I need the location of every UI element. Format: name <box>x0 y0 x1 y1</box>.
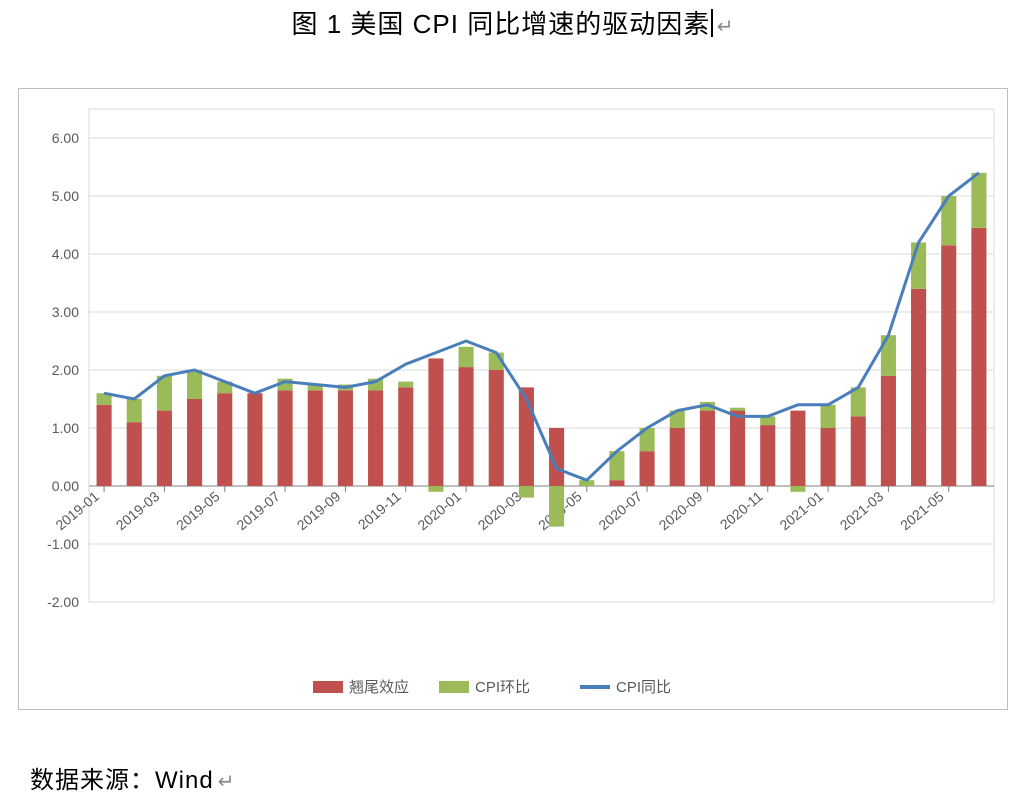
figure-title: 图 1 美国 CPI 同比增速的驱动因素 <box>292 4 711 41</box>
bar-tail <box>821 428 836 486</box>
figure-title-row: 图 1 美国 CPI 同比增速的驱动因素 ↵ <box>0 0 1025 46</box>
x-tick-label: 2020-03 <box>475 488 525 533</box>
bar-cpi_mom <box>187 370 202 399</box>
bar-tail <box>97 405 112 486</box>
x-tick-label: 2019-07 <box>233 488 283 533</box>
legend-swatch <box>439 681 469 693</box>
bar-tail <box>278 390 293 486</box>
bar-cpi_mom <box>881 335 896 376</box>
data-source: 数据来源：Wind↵ <box>30 760 235 795</box>
chart-container: -2.00 -1.00 0.00 1.00 2.00 3.00 4.00 5.00 6.00 20… <box>18 88 1008 710</box>
bar-tail <box>790 411 805 486</box>
bar-tail <box>670 428 685 486</box>
bar-cpi_mom <box>730 408 745 411</box>
x-tick-label: 2019-09 <box>294 488 344 533</box>
line-cpi-yoy <box>104 173 979 480</box>
y-tick-label: 0.00 <box>52 478 79 494</box>
legend-label: 翘尾效应 <box>349 678 409 696</box>
bar-tail <box>881 376 896 486</box>
bar-tail <box>127 422 142 486</box>
bar-tail <box>338 390 353 486</box>
legend-label: CPI环比 <box>475 679 530 696</box>
bar-cpi_mom <box>549 486 564 527</box>
y-tick-label: 5.00 <box>52 188 79 204</box>
bar-cpi_mom <box>127 399 142 422</box>
bar-tail <box>459 367 474 486</box>
x-tick-label: 2020-09 <box>656 488 706 533</box>
x-tick-label: 2021-03 <box>837 488 887 533</box>
paragraph-mark-icon: ↵ <box>218 771 236 793</box>
legend-swatch <box>313 681 343 693</box>
text-cursor <box>711 9 713 37</box>
y-tick-label: 3.00 <box>52 304 79 320</box>
bar-cpi_mom <box>971 173 986 228</box>
x-tick-label: 2020-11 <box>717 488 766 533</box>
bar-tail <box>428 358 443 486</box>
bar-cpi_mom <box>911 242 926 288</box>
legend-label: CPI同比 <box>616 679 671 696</box>
x-tick-label: 2019-01 <box>52 488 102 533</box>
paragraph-mark-icon: ↵ <box>717 14 734 39</box>
x-tick-label: 2019-05 <box>173 488 223 533</box>
bar-tail <box>187 399 202 486</box>
data-source-value: Wind <box>155 767 214 794</box>
x-tick-label: 2021-05 <box>897 488 947 533</box>
bar-cpi_mom <box>821 405 836 428</box>
legend: 翘尾效应 CPI环比 CPI同比 <box>313 678 671 696</box>
chart-svg: -2.00 -1.00 0.00 1.00 2.00 3.00 4.00 5.00 6.00 20… <box>19 89 1007 709</box>
bar-cpi_mom <box>790 486 805 492</box>
y-tick-label: 2.00 <box>52 362 79 378</box>
bar-tail <box>760 425 775 486</box>
y-tick-label: -2.00 <box>47 594 79 610</box>
bar-tail <box>609 480 624 486</box>
bar-tail <box>217 393 232 486</box>
bar-tail <box>911 289 926 486</box>
bar-tail <box>368 390 383 486</box>
data-source-label: 数据来源： <box>30 767 155 794</box>
x-tick-label: 2019-03 <box>113 488 163 533</box>
bar-tail <box>308 390 323 486</box>
y-tick-label: 6.00 <box>52 130 79 146</box>
bar-tail <box>640 451 655 486</box>
bar-tail <box>730 411 745 486</box>
page: 图 1 美国 CPI 同比增速的驱动因素 ↵ -2.00 -1.00 0.00 1.0… <box>0 0 1025 800</box>
y-tick-label: -1.00 <box>47 536 79 552</box>
x-tick-label: 2020-07 <box>595 488 645 533</box>
bar-tail <box>247 393 262 486</box>
bar-cpi_mom <box>459 347 474 367</box>
x-tick-label: 2021-01 <box>776 488 826 533</box>
bar-cpi_mom <box>398 382 413 388</box>
x-tick-label: 2020-01 <box>414 488 464 533</box>
y-tick-label: 1.00 <box>52 420 79 436</box>
bar-tail <box>700 411 715 486</box>
bar-tail <box>971 228 986 486</box>
bar-tail <box>157 411 172 486</box>
bar-cpi_mom <box>428 486 443 492</box>
y-tick-label: 4.00 <box>52 246 79 262</box>
bar-tail <box>851 416 866 486</box>
bar-cpi_mom <box>519 486 534 498</box>
x-tick-label: 2019-11 <box>355 488 404 533</box>
bar-tail <box>941 245 956 486</box>
bar-tail <box>398 387 413 486</box>
bar-tail <box>489 370 504 486</box>
